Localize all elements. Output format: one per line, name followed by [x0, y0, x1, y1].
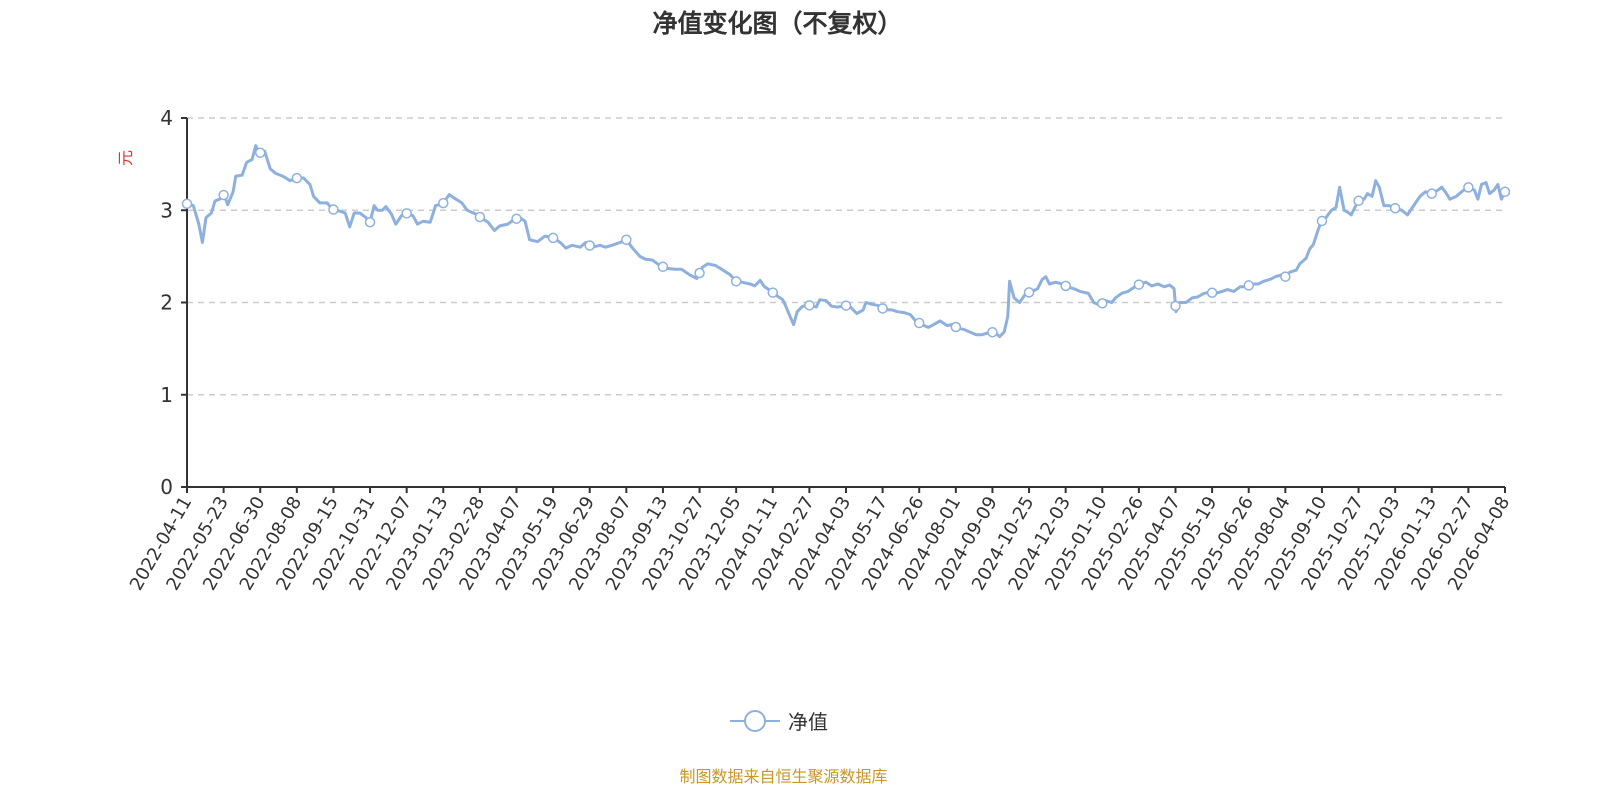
data-point-marker [547, 232, 559, 244]
y-tick-label: 4 [160, 106, 173, 130]
data-point-marker [840, 300, 852, 311]
y-tick-label: 1 [160, 383, 173, 407]
data-point-marker [254, 147, 266, 158]
data-point-marker [584, 240, 595, 251]
data-point-marker [1097, 298, 1108, 309]
data-point-marker [218, 189, 229, 201]
y-tick-label: 2 [160, 291, 173, 315]
data-point-marker [1353, 195, 1364, 207]
data-point-marker [1463, 182, 1474, 193]
data-point-marker [1170, 300, 1181, 312]
y-tick-label: 3 [160, 198, 173, 222]
legend-label: 净值 [788, 710, 828, 734]
legend-line-circle-icon [730, 709, 780, 732]
data-point-marker [291, 172, 303, 184]
data-point-marker [1206, 287, 1218, 298]
y-axis-label: 元 [116, 150, 135, 166]
data-source-note: 制图数据来自恒生聚源数据库 [679, 767, 888, 786]
data-point-marker [1133, 279, 1145, 290]
data-point-marker [694, 267, 705, 279]
data-point-marker [474, 211, 486, 223]
data-point-marker [913, 317, 925, 329]
series-line [186, 144, 1507, 339]
data-point-marker [767, 287, 779, 298]
data-point-marker [1060, 280, 1071, 292]
data-point-marker [987, 327, 998, 338]
data-point-marker [328, 204, 339, 215]
data-point-marker [657, 261, 669, 273]
data-point-marker [1243, 280, 1254, 291]
data-point-marker [364, 216, 376, 228]
data-point-marker [511, 213, 522, 224]
data-point-marker [950, 321, 962, 333]
data-point-marker [1023, 287, 1035, 298]
y-tick-label: 0 [160, 475, 173, 499]
data-point-marker [438, 197, 449, 209]
data-point-marker [181, 198, 193, 210]
data-point-marker [804, 300, 815, 311]
data-point-marker [1280, 271, 1291, 282]
chart-title: 净值变化图（不复权） [652, 9, 903, 38]
data-point-marker [621, 234, 632, 246]
data-point-marker [1426, 188, 1438, 199]
data-point-marker [877, 303, 888, 314]
data-point-marker [1316, 215, 1328, 227]
data-point-marker [1389, 202, 1401, 214]
data-point-marker [1499, 186, 1511, 198]
data-point-marker [730, 276, 742, 287]
data-point-marker [401, 208, 412, 219]
legend-item-net-value[interactable]: 净值 [730, 706, 828, 735]
